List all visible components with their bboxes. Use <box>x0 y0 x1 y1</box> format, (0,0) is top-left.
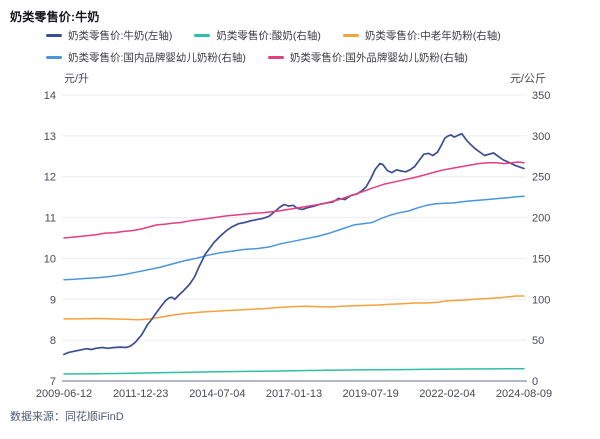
series-line-yogurt[interactable] <box>63 367 525 375</box>
legend-item-foreign-infant-powder[interactable]: 奶类零售价:国外品牌婴幼儿奶粉(右轴) <box>267 50 468 65</box>
x-tick-label: 2011-12-23 <box>113 388 168 400</box>
y-left-tick-label: 13 <box>44 131 56 143</box>
legend-swatch-foreign-infant-powder <box>267 56 284 59</box>
legend-item-yogurt[interactable]: 奶类零售价:酸奶(右轴) <box>194 28 321 43</box>
y-right-tick-label: 50 <box>532 335 544 347</box>
x-tick-label: 2022-02-04 <box>419 388 475 400</box>
series-line-foreign-infant-powder[interactable] <box>63 161 525 239</box>
x-tick-label: 2017-01-13 <box>266 388 322 400</box>
y-left-tick-label: 11 <box>45 213 56 225</box>
y-right-tick-label: 200 <box>532 213 550 225</box>
legend-label: 奶类零售价:国内品牌婴幼儿奶粉(右轴) <box>68 52 246 64</box>
legend-swatch-middle-aged-powder <box>342 34 359 37</box>
x-tick-label: 2024-08-09 <box>496 388 552 400</box>
y-right-tick-label: 350 <box>532 90 550 102</box>
y-right-tick-label: 0 <box>532 376 538 388</box>
x-tick-label: 2014-07-04 <box>189 388 245 400</box>
legend: 奶类零售价:牛奶(左轴) 奶类零售价:酸奶(右轴) 奶类零售价:中老年奶粉(右轴) 奶… <box>46 28 524 65</box>
y-right-tick-label: 100 <box>532 294 550 306</box>
legend-label: 奶类零售价:国外品牌婴幼儿奶粉(右轴) <box>289 52 468 64</box>
y-left-unit-label: 元/升 <box>64 72 89 85</box>
y-right-unit-label: 元/公斤 <box>510 72 546 85</box>
y-left-tick-label: 12 <box>44 172 56 184</box>
y-left-tick-label: 7 <box>50 376 56 388</box>
y-left-tick-label: 8 <box>50 335 56 347</box>
legend-swatch-milk <box>46 34 62 37</box>
y-left-tick-label: 9 <box>50 294 56 306</box>
data-source-label: 数据来源：同花顺iFinD <box>10 411 124 423</box>
legend-swatch-yogurt <box>194 34 211 37</box>
legend-label: 奶类零售价:中老年奶粉(右轴) <box>364 30 501 42</box>
y-left-tick-label: 10 <box>44 253 56 265</box>
x-tick-label: 2019-07-19 <box>343 388 399 400</box>
y-right-tick-label: 300 <box>532 131 550 143</box>
x-tick-label: 2009-06-12 <box>36 388 92 400</box>
chart-title: 奶类零售价:牛奶 <box>10 10 100 24</box>
legend-item-middle-aged-powder[interactable]: 奶类零售价:中老年奶粉(右轴) <box>342 28 501 43</box>
legend-label: 奶类零售价:酸奶(右轴) <box>216 30 321 42</box>
series-line-domestic-infant-powder[interactable] <box>63 195 525 281</box>
line-chart-canvas: 14 350 13 300 12 250 11 200 10 150 9 100 8 50 7 0 元/升 元/公… <box>36 72 552 400</box>
legend-label: 奶类零售价:牛奶(左轴) <box>68 30 173 42</box>
y-right-tick-label: 250 <box>532 172 550 184</box>
series-line-milk[interactable] <box>63 132 525 356</box>
legend-swatch-domestic-infant-powder <box>46 56 62 59</box>
legend-item-milk[interactable]: 奶类零售价:牛奶(左轴) <box>46 28 172 43</box>
y-left-tick-label: 14 <box>44 90 56 102</box>
y-right-tick-label: 150 <box>532 253 550 265</box>
legend-item-domestic-infant-powder[interactable]: 奶类零售价:国内品牌婴幼儿奶粉(右轴) <box>46 50 246 65</box>
